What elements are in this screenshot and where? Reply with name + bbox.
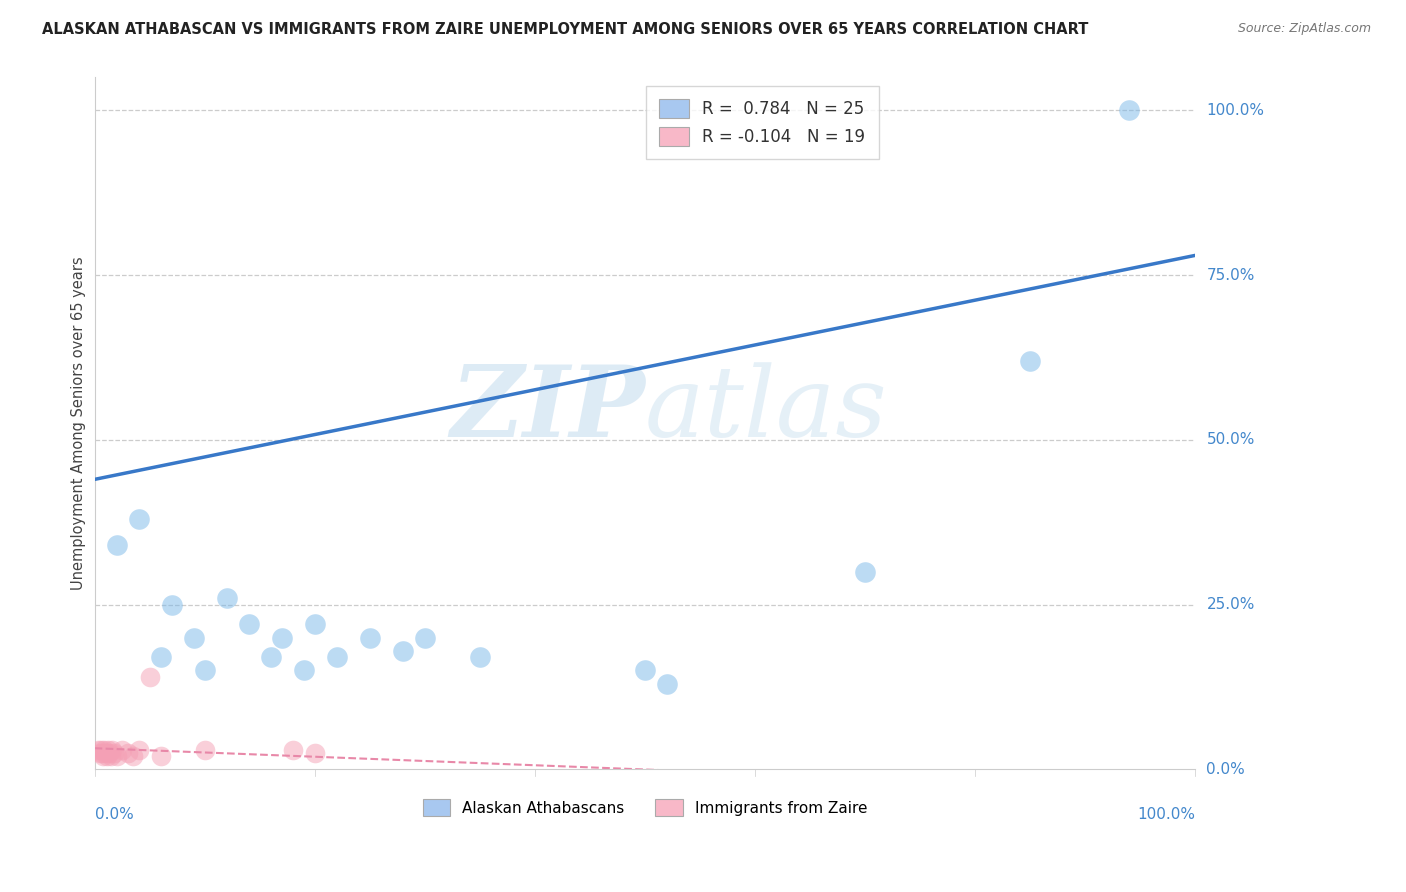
Point <box>117 746 139 760</box>
Point <box>111 742 134 756</box>
Y-axis label: Unemployment Among Seniors over 65 years: Unemployment Among Seniors over 65 years <box>72 257 86 591</box>
Text: 75.0%: 75.0% <box>1206 268 1254 283</box>
Text: 50.0%: 50.0% <box>1206 433 1254 448</box>
Point <box>413 631 436 645</box>
Text: 25.0%: 25.0% <box>1206 597 1254 612</box>
Point <box>468 650 491 665</box>
Point <box>160 598 183 612</box>
Point <box>149 749 172 764</box>
Point <box>105 538 128 552</box>
Text: atlas: atlas <box>645 362 887 458</box>
Point <box>304 617 326 632</box>
Point <box>304 746 326 760</box>
Point <box>97 742 120 756</box>
Point <box>100 749 122 764</box>
Point <box>128 512 150 526</box>
Point <box>93 749 115 764</box>
Point <box>1019 353 1042 368</box>
Point <box>89 746 111 760</box>
Point <box>90 742 112 756</box>
Text: ZIP: ZIP <box>450 361 645 458</box>
Point <box>94 746 117 760</box>
Point <box>122 749 145 764</box>
Point <box>238 617 260 632</box>
Point <box>853 565 876 579</box>
Point <box>101 742 124 756</box>
Point <box>260 650 283 665</box>
Point <box>183 631 205 645</box>
Point <box>128 742 150 756</box>
Point <box>194 664 217 678</box>
Point <box>281 742 304 756</box>
Text: 0.0%: 0.0% <box>1206 762 1246 777</box>
Point <box>292 664 315 678</box>
Point <box>96 749 118 764</box>
Text: 100.0%: 100.0% <box>1137 807 1195 822</box>
Point <box>97 746 120 760</box>
Point <box>91 746 114 760</box>
Text: Source: ZipAtlas.com: Source: ZipAtlas.com <box>1237 22 1371 36</box>
Point <box>391 643 413 657</box>
Point <box>326 650 349 665</box>
Point <box>1118 103 1140 118</box>
Point <box>194 742 217 756</box>
Point <box>215 591 238 605</box>
Text: ALASKAN ATHABASCAN VS IMMIGRANTS FROM ZAIRE UNEMPLOYMENT AMONG SENIORS OVER 65 Y: ALASKAN ATHABASCAN VS IMMIGRANTS FROM ZA… <box>42 22 1088 37</box>
Point <box>149 650 172 665</box>
Point <box>270 631 292 645</box>
Point <box>93 742 115 756</box>
Point <box>655 676 678 690</box>
Legend: Alaskan Athabascans, Immigrants from Zaire: Alaskan Athabascans, Immigrants from Zai… <box>415 791 875 824</box>
Point <box>103 746 125 760</box>
Point <box>138 670 160 684</box>
Point <box>105 749 128 764</box>
Point <box>87 742 110 756</box>
Text: 100.0%: 100.0% <box>1206 103 1264 118</box>
Point <box>359 631 381 645</box>
Text: 0.0%: 0.0% <box>94 807 134 822</box>
Point <box>634 664 657 678</box>
